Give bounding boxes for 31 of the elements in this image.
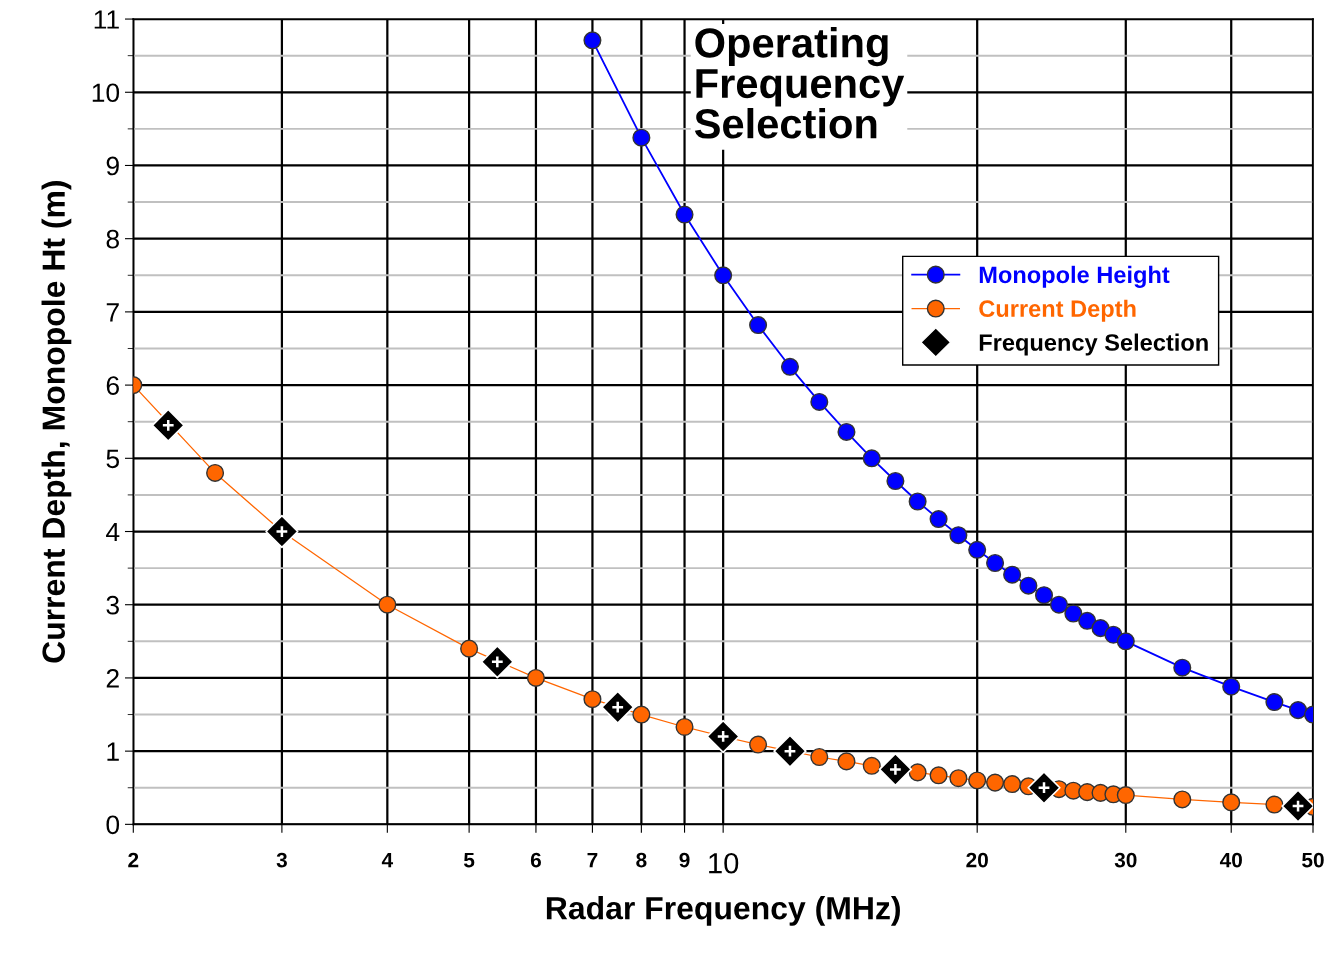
x-tick-label: 5 <box>463 852 475 868</box>
y-tick-label: 6 <box>106 376 119 395</box>
y-tick-label: 7 <box>106 303 119 322</box>
y-tick-label: 1 <box>107 742 119 761</box>
y-tick-label: 9 <box>106 156 119 176</box>
y-tick-label: 2 <box>106 669 119 688</box>
x-tick-label: 7 <box>587 852 598 868</box>
x-tick-label: 40 <box>1219 852 1242 868</box>
y-tick-label: 11 <box>94 10 119 29</box>
x-tick-label: 10 <box>709 852 739 874</box>
text: Operating Frequency Selection <box>694 27 905 139</box>
x-tick-label: 4 <box>381 852 394 868</box>
x-tick-label: 8 <box>636 852 647 868</box>
x-axis-title: Radar Frequency (MHz) <box>546 895 900 926</box>
y-tick-label: 5 <box>106 449 119 469</box>
legend-label: Monopole Height <box>979 265 1170 288</box>
y-tick-label: 4 <box>106 522 120 542</box>
x-tick-label: 6 <box>530 852 541 868</box>
y-tick-label: 3 <box>106 595 119 615</box>
x-tick-label: 3 <box>276 852 287 868</box>
y-axis-title: Current Depth, Monopole Ht (m) <box>41 181 72 663</box>
y-tick-label: 8 <box>106 229 119 249</box>
x-tick-label: 2 <box>128 852 139 868</box>
y-tick-label: 10 <box>92 83 120 103</box>
legend-label: Current Depth <box>979 299 1136 322</box>
x-tick-label: 20 <box>966 852 988 868</box>
y-tick-label: 0 <box>106 815 120 835</box>
x-tick-label: 9 <box>679 852 690 868</box>
x-tick-label: 30 <box>1114 852 1137 868</box>
x-tick-label: 50 <box>1302 852 1324 868</box>
legend-label: Frequency Selection <box>979 333 1208 356</box>
